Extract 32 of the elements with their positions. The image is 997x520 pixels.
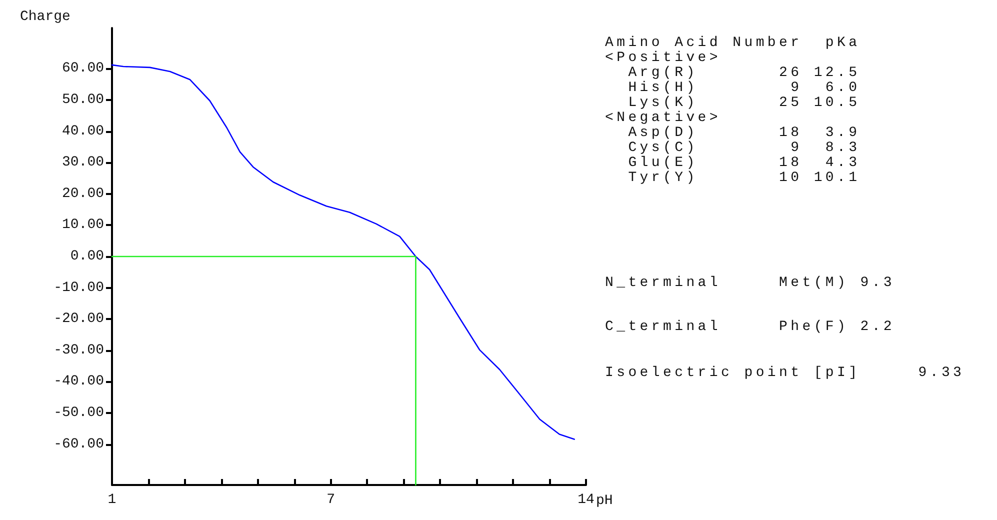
text: <Positive> (605, 50, 722, 66)
text: Arg(R) 26 12.5 (627, 65, 860, 81)
y-tick-label: 60.00 (62, 60, 104, 77)
text: Glu(E) 18 4.3 (627, 155, 860, 171)
x-axis-title: pH (596, 493, 613, 509)
x-tick-label: 7 (326, 492, 335, 508)
text: Tyr(Y) 10 10.1 (627, 170, 860, 186)
y-tick-label: 40.00 (62, 123, 104, 140)
y-tick-label: 30.00 (62, 154, 104, 171)
x-tick-label: 1 (108, 492, 116, 508)
y-tick-label: 20.00 (62, 186, 104, 202)
text: Lys(K) 25 10.5 (628, 95, 860, 111)
y-tick-label: 50.00 (62, 92, 104, 108)
y-tick-label: -40.00 (54, 374, 104, 390)
y-tick-label: -10.00 (54, 280, 104, 296)
y-tick-label: 10.00 (62, 217, 104, 234)
text: <Negative> (605, 110, 722, 126)
y-tick-label: -30.00 (54, 342, 104, 358)
y-tick-label: -60.00 (54, 436, 104, 452)
text: Amino Acid Number pKa (605, 35, 860, 51)
text: Isoelectric point [pI] 9.33 (605, 365, 965, 381)
y-tick-label: 0.00 (70, 248, 104, 264)
text: Asp(D) 18 3.9 (627, 125, 860, 141)
line-series (111, 64, 575, 440)
text: C_terminal Phe(F) 2.2 (605, 319, 896, 335)
text: N_terminal Met(M) 9.3 (605, 275, 896, 291)
y-axis-title: Charge (20, 9, 70, 25)
y-tick-label: -20.00 (54, 311, 104, 328)
text: Cys(C) 9 8.3 (627, 140, 860, 156)
y-tick-label: -50.00 (54, 405, 104, 422)
text: His(H) 9 6.0 (627, 80, 860, 96)
x-tick-label: 14 (578, 492, 594, 508)
